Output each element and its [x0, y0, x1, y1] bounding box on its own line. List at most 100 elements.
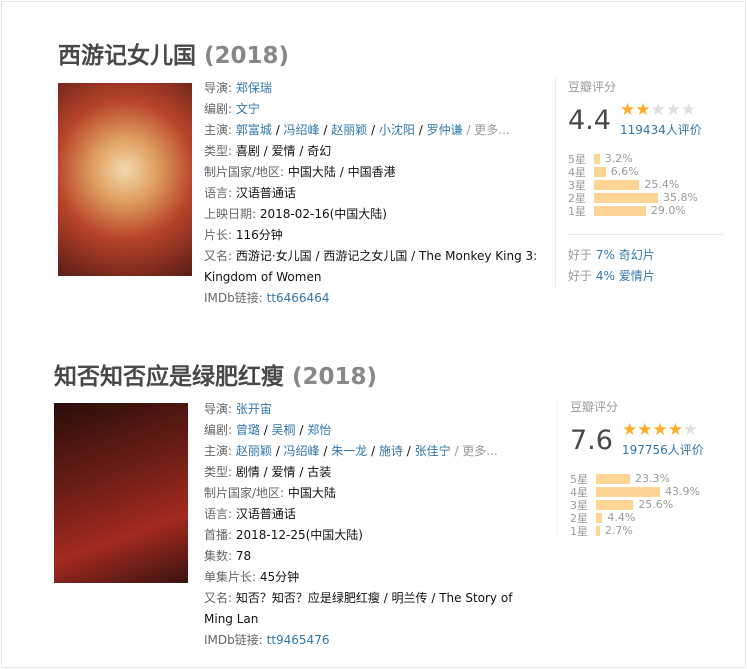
distribution-bar	[596, 486, 660, 497]
separator: /	[367, 444, 379, 458]
info-label: 片长:	[204, 228, 236, 242]
movie-poster[interactable]	[58, 83, 192, 276]
info-label: 集数:	[204, 549, 236, 563]
star-level-label: 2星	[568, 191, 586, 205]
more-link[interactable]: 更多...	[462, 444, 498, 458]
distribution-percent: 3.2%	[604, 152, 633, 165]
info-label: 导演:	[204, 402, 236, 416]
info-row: 类型: 喜剧 / 爱情 / 奇幻	[204, 141, 544, 162]
star-empty-icon: ★	[665, 100, 681, 120]
genre-link[interactable]: 奇幻片	[618, 248, 655, 262]
info-label: 导演:	[204, 81, 236, 95]
info-value: 116分钟	[235, 228, 283, 242]
distribution-row: 2星 35.8%	[568, 191, 735, 205]
info-link[interactable]: 郑怡	[307, 423, 332, 437]
distribution-percent: 2.7%	[604, 524, 633, 537]
info-link[interactable]: 朱一龙	[331, 444, 368, 458]
info-value: 喜剧 / 爱情 / 奇幻	[235, 144, 332, 158]
distribution-row: 2星 4.4%	[570, 511, 737, 525]
info-link[interactable]: 文宁	[235, 102, 260, 116]
info-link[interactable]: 赵丽颖	[331, 123, 368, 137]
distribution-percent: 4.4%	[607, 511, 636, 524]
better-percent-link[interactable]: 7%	[595, 248, 615, 262]
star-rating: ★ ★ ★ ★ ★	[620, 102, 702, 119]
star-filled-icon: ★	[635, 100, 651, 120]
better-prefix: 好于	[568, 248, 596, 262]
separator: /	[450, 444, 463, 458]
info-link[interactable]: 曾璐	[235, 423, 260, 437]
info-label: 编剧:	[204, 102, 236, 116]
info-link[interactable]: 张佳宁	[414, 444, 451, 458]
info-link[interactable]: tt9465476	[266, 633, 330, 647]
star-level-label: 2星	[570, 511, 588, 525]
info-link[interactable]: 吴桐	[271, 423, 296, 437]
tv-poster[interactable]	[54, 403, 188, 583]
info-link[interactable]: 郭富城	[235, 123, 272, 137]
star-empty-icon: ★	[683, 420, 699, 440]
info-label: 上映日期:	[204, 207, 260, 221]
movie-info: 导演: 郑保瑞 编剧: 文宁 主演: 郭富城 / 冯绍峰 / 赵丽颖 / 小沈阳 /…	[204, 78, 544, 309]
movie-info: 导演: 张开宙 编剧: 曾璐 / 吴桐 / 郑怡 主演: 赵丽颖 / 冯绍峰 / 朱…	[204, 399, 544, 651]
info-link[interactable]: 赵丽颖	[235, 444, 272, 458]
info-row: IMDb链接: tt9465476	[204, 630, 544, 651]
separator: /	[402, 444, 415, 458]
distribution-bar	[596, 512, 603, 523]
rating-main: 7.6 ★ ★ ★ ★ ★ 197756人评价	[570, 422, 737, 458]
info-link[interactable]: 郑保瑞	[235, 81, 272, 95]
info-link[interactable]: 施诗	[378, 444, 403, 458]
distribution-percent: 6.6%	[610, 165, 639, 178]
info-row: 又名: 知否？知否？应是绿肥红瘦 / 明兰传 / The Story of Mi…	[204, 588, 544, 630]
info-link[interactable]: 冯绍峰	[283, 444, 320, 458]
info-link[interactable]: 冯绍峰	[283, 123, 320, 137]
info-row: 片长: 116分钟	[204, 225, 544, 246]
distribution-row: 1星 29.0%	[568, 204, 735, 218]
separator: /	[259, 423, 272, 437]
rating-distribution: 5星 3.2% 4星 6.6% 3星 25.4% 2星 35.8% 1星 29.0%	[568, 152, 735, 218]
info-value: 2018-02-16(中国大陆)	[259, 207, 387, 221]
info-link[interactable]: tt6466464	[266, 291, 330, 305]
more-link[interactable]: 更多...	[474, 123, 510, 137]
info-row: 上映日期: 2018-02-16(中国大陆)	[204, 204, 544, 225]
distribution-percent: 43.9%	[665, 485, 700, 498]
votes-link[interactable]: 119434人评价	[620, 123, 702, 137]
info-link[interactable]: 张开宙	[235, 402, 272, 416]
info-label: 主演:	[204, 444, 236, 458]
info-label: IMDb链接:	[204, 291, 267, 305]
info-link[interactable]: 罗仲谦	[426, 123, 463, 137]
info-label: 语言:	[204, 186, 236, 200]
info-label: 又名:	[204, 591, 236, 605]
info-label: IMDb链接:	[204, 633, 267, 647]
title-text: 西游记女儿国	[58, 43, 196, 69]
votes-link[interactable]: 197756人评价	[622, 443, 704, 457]
info-row: 单集片长: 45分钟	[204, 567, 544, 588]
distribution-row: 4星 6.6%	[568, 165, 735, 179]
distribution-percent: 25.4%	[644, 178, 680, 191]
star-level-label: 3星	[570, 498, 588, 512]
info-value: 汉语普通话	[235, 507, 296, 521]
info-label: 又名:	[204, 249, 236, 263]
better-percent-link[interactable]: 4%	[595, 269, 615, 283]
star-empty-icon: ★	[681, 100, 697, 120]
distribution-bar	[594, 179, 640, 190]
distribution-bar	[594, 205, 646, 216]
star-level-label: 1星	[568, 204, 586, 218]
info-value: 西游记·女儿国 / 西游记之女儿国 / The Monkey King 3: K…	[204, 249, 538, 284]
separator: /	[271, 123, 284, 137]
separator: /	[271, 444, 284, 458]
rating-right: ★ ★ ★ ★ ★ 197756人评价	[622, 422, 704, 458]
info-link[interactable]: 小沈阳	[378, 123, 415, 137]
distribution-bar	[596, 525, 600, 536]
better-than-row: 好于 4% 爱情片	[568, 266, 735, 287]
info-row: 语言: 汉语普通话	[204, 504, 544, 525]
separator: /	[319, 123, 332, 137]
star-rating: ★ ★ ★ ★ ★	[622, 422, 704, 439]
star-empty-icon: ★	[650, 100, 666, 120]
distribution-row: 3星 25.6%	[570, 498, 737, 512]
info-row: 导演: 张开宙	[204, 399, 544, 420]
star-level-label: 4星	[568, 165, 586, 179]
info-row: IMDb链接: tt6466464	[204, 288, 544, 309]
rating-panel: 豆瓣评分 7.6 ★ ★ ★ ★ ★ 197756人评价 5星 23.3% 4星 43.9% 3星 25.…	[557, 398, 737, 538]
genre-link[interactable]: 爱情片	[618, 269, 655, 283]
distribution-bar	[596, 499, 634, 510]
